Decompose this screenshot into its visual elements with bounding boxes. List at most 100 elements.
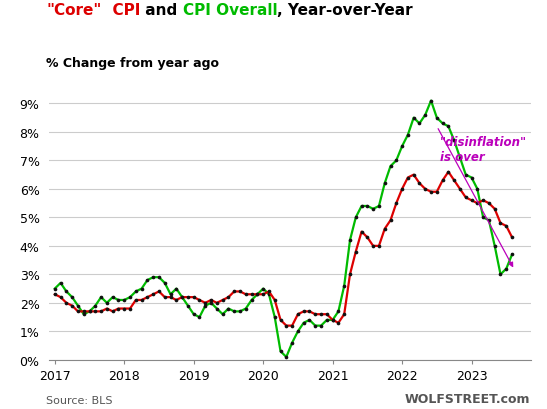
Point [328, 317, 337, 324]
Point [97, 308, 106, 315]
Point [473, 186, 482, 193]
Point [114, 297, 123, 303]
Text: and: and [140, 3, 183, 18]
Point [496, 272, 505, 278]
Point [334, 320, 343, 326]
Point [398, 144, 406, 150]
Point [62, 300, 71, 306]
Point [323, 317, 331, 324]
Text: % Change from year ago: % Change from year ago [46, 56, 219, 70]
Point [247, 297, 256, 303]
Point [398, 186, 406, 193]
Point [172, 297, 181, 303]
Point [108, 308, 117, 315]
Point [334, 308, 343, 315]
Point [160, 294, 169, 301]
Point [218, 297, 227, 303]
Point [438, 178, 447, 184]
Point [259, 291, 267, 298]
Point [73, 303, 82, 309]
Point [241, 291, 250, 298]
Point [276, 348, 285, 355]
Point [56, 294, 65, 301]
Point [253, 291, 262, 298]
Point [79, 308, 88, 315]
Point [108, 294, 117, 301]
Point [236, 288, 245, 295]
Point [444, 124, 453, 130]
Point [207, 300, 216, 306]
Point [276, 317, 285, 324]
Point [375, 203, 383, 210]
Text: CPI Overall: CPI Overall [183, 3, 277, 18]
Point [102, 306, 111, 312]
Point [508, 234, 516, 241]
Point [380, 180, 389, 187]
Point [126, 294, 135, 301]
Point [496, 220, 505, 227]
Point [433, 115, 441, 121]
Point [270, 297, 279, 303]
Point [195, 314, 204, 321]
Point [178, 294, 187, 301]
Point [375, 243, 383, 249]
Point [317, 323, 325, 329]
Point [79, 311, 88, 318]
Point [363, 234, 372, 241]
Point [166, 294, 175, 301]
Point [91, 303, 100, 309]
Point [461, 172, 470, 178]
Point [149, 274, 158, 281]
Point [253, 291, 262, 298]
Point [143, 277, 152, 283]
Point [311, 311, 319, 318]
Point [392, 158, 400, 164]
Point [120, 306, 129, 312]
Point [357, 203, 366, 210]
Text: "Core": "Core" [46, 3, 102, 18]
Point [305, 308, 314, 315]
Point [340, 311, 348, 318]
Point [224, 306, 233, 312]
Point [207, 297, 216, 303]
Point [340, 283, 348, 289]
Point [201, 303, 210, 309]
Point [323, 311, 331, 318]
Text: Source: BLS: Source: BLS [46, 395, 113, 405]
Point [427, 189, 435, 196]
Point [461, 195, 470, 201]
Point [380, 226, 389, 232]
Text: , Year-over-Year: , Year-over-Year [277, 3, 413, 18]
Point [230, 308, 238, 315]
Point [184, 303, 193, 309]
Point [149, 291, 158, 298]
Point [386, 218, 395, 224]
Point [490, 243, 499, 249]
Point [357, 229, 366, 235]
Point [351, 215, 360, 221]
Point [73, 308, 82, 315]
Point [444, 169, 453, 175]
Point [409, 172, 418, 178]
Point [62, 288, 71, 295]
Point [479, 198, 487, 204]
Point [346, 272, 354, 278]
Point [456, 155, 464, 162]
Point [467, 198, 476, 204]
Point [490, 206, 499, 213]
Point [299, 320, 308, 326]
Point [126, 306, 135, 312]
Point [85, 308, 94, 315]
Point [160, 280, 169, 286]
Point [143, 294, 152, 301]
Point [427, 98, 435, 105]
Point [404, 175, 412, 181]
Point [68, 294, 77, 301]
Point [247, 291, 256, 298]
Point [282, 323, 290, 329]
Point [120, 297, 129, 303]
Point [415, 180, 424, 187]
Point [236, 308, 245, 315]
Point [85, 308, 94, 315]
Point [386, 164, 395, 170]
